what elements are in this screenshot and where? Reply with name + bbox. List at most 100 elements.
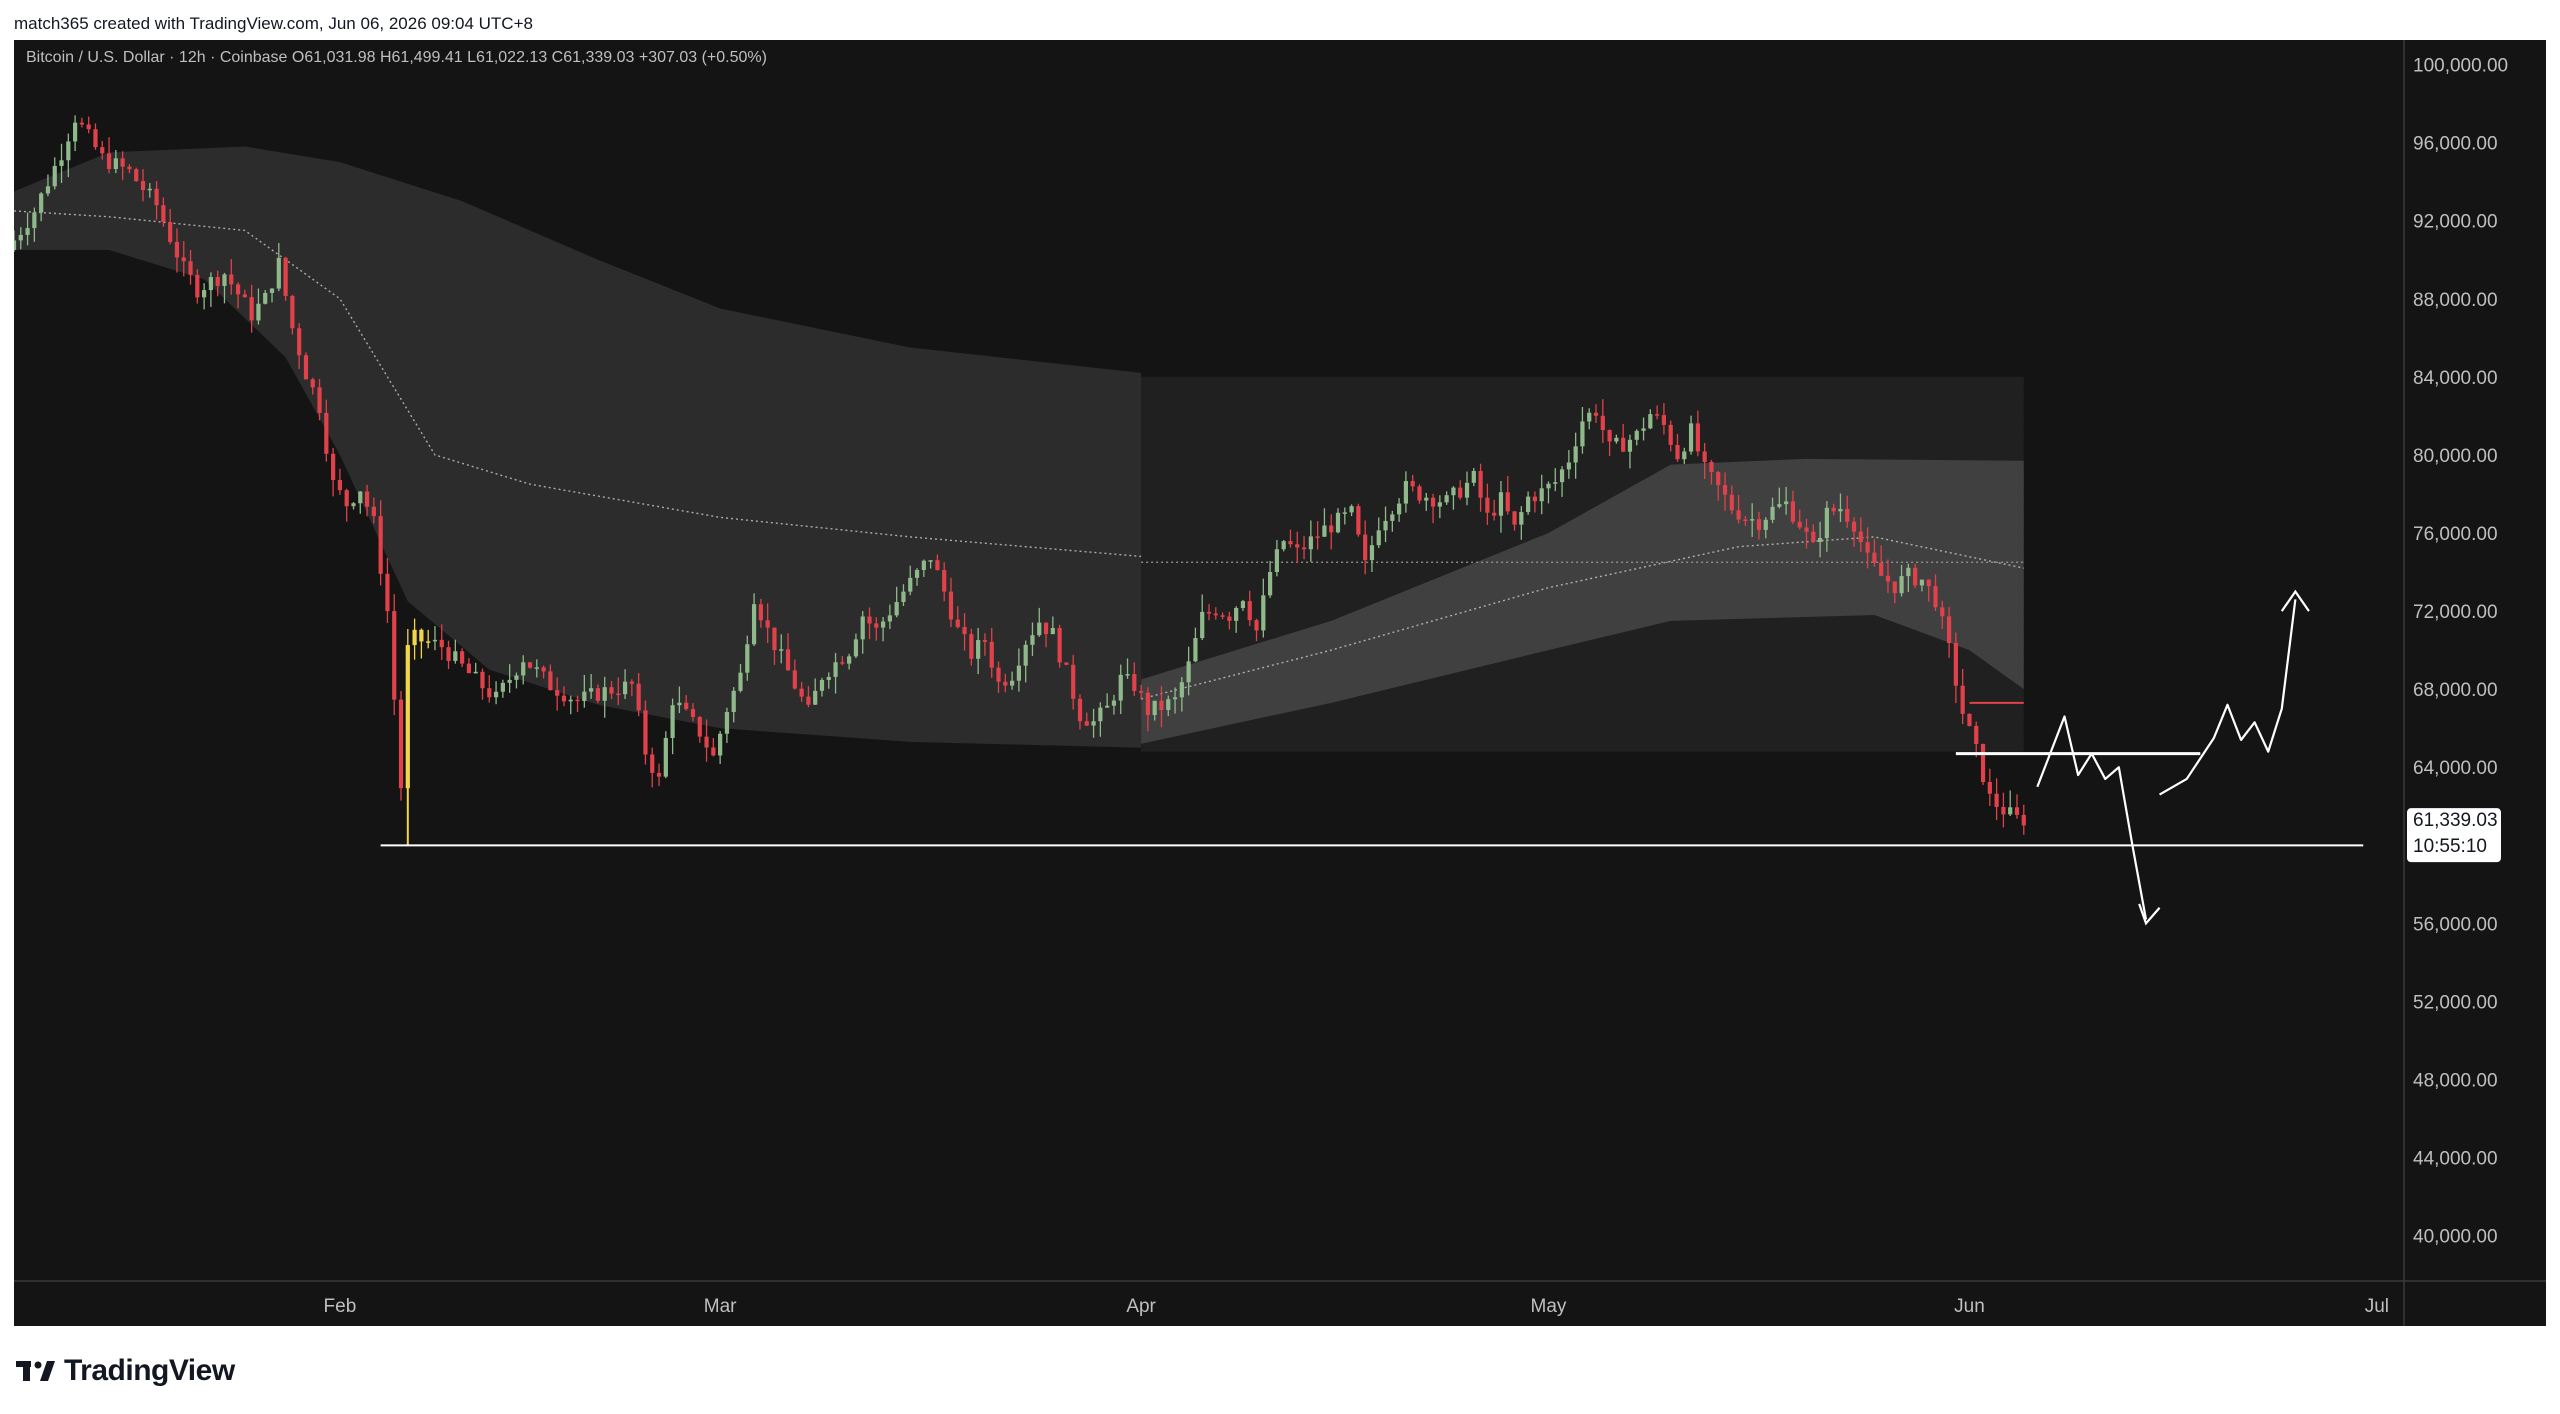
candle-body — [758, 604, 763, 621]
candle-body — [351, 503, 356, 507]
candlestick-series — [14, 115, 2026, 846]
candle-body — [1627, 439, 1633, 452]
candle-body — [337, 480, 343, 491]
time-tick-label: Jun — [1954, 1296, 1985, 1317]
candle-body — [154, 188, 159, 206]
candle-body — [1580, 421, 1585, 447]
candle-body — [1003, 681, 1008, 686]
candle-body — [1057, 628, 1062, 663]
candle-body — [799, 688, 804, 697]
chart-container[interactable]: Bitcoin / U.S. Dollar · 12h · Coinbase O… — [14, 40, 2546, 1326]
candle-body — [480, 671, 485, 689]
candle-body — [419, 629, 424, 642]
candle-body — [1539, 488, 1544, 502]
candle-body — [1980, 743, 1986, 782]
candle-body — [853, 639, 859, 657]
candle-body — [134, 169, 139, 182]
candle-body — [629, 681, 634, 684]
candle-body — [1498, 492, 1504, 516]
candle-body — [948, 591, 954, 620]
candle-body — [290, 295, 295, 329]
candle-body — [1865, 542, 1870, 553]
candle-body — [663, 737, 668, 777]
candle-body — [1410, 481, 1415, 487]
candle-body — [310, 379, 315, 388]
candle-body — [269, 288, 275, 293]
candle-body — [914, 569, 920, 578]
candle-body — [1804, 527, 1809, 532]
candle-body — [1417, 486, 1422, 501]
candle-body — [1138, 690, 1144, 693]
candle-body — [1926, 579, 1931, 587]
candle-body — [1274, 549, 1280, 573]
candle-body — [18, 234, 23, 241]
candle-body — [1743, 519, 1748, 522]
candle-body — [1159, 700, 1164, 710]
candle-body — [283, 257, 288, 296]
price-tick-label: 92,000.00 — [2413, 212, 2498, 233]
band-midline — [14, 210, 1142, 558]
candle-body — [1247, 601, 1252, 621]
candle-body — [1688, 423, 1694, 452]
candle-body — [487, 688, 492, 698]
price-chart-svg[interactable]: Bitcoin / U.S. Dollar · 12h · Coinbase O… — [14, 40, 2546, 1326]
price-tick-label: 96,000.00 — [2413, 134, 2498, 155]
candle-body — [1600, 415, 1605, 431]
chart-attribution: match365 created with TradingView.com, J… — [14, 14, 533, 33]
price-tick-label: 80,000.00 — [2413, 446, 2498, 467]
candle-body — [1974, 725, 1979, 744]
candle-body — [1430, 497, 1436, 507]
candle-body — [446, 647, 451, 661]
candle-body — [1105, 705, 1110, 708]
footer-brand[interactable]: TradingView — [16, 1351, 235, 1391]
candle-body — [120, 158, 125, 167]
candle-body — [840, 662, 845, 664]
candle-body — [697, 716, 702, 737]
candle-body — [493, 691, 499, 698]
candle-body — [1369, 545, 1375, 561]
candle-body — [1478, 470, 1483, 498]
volatility-bands — [14, 146, 2024, 748]
candle-body — [1254, 620, 1259, 631]
candle-body — [174, 241, 180, 258]
candle-body — [1519, 512, 1524, 525]
candle-body — [181, 257, 186, 262]
candle-body — [1919, 579, 1925, 586]
candle-body — [1756, 519, 1762, 530]
candle-body — [1308, 536, 1313, 550]
candle-body — [751, 604, 757, 645]
candle-body — [684, 702, 689, 710]
time-scale[interactable]: Feb Mar Apr May Jun Jul — [324, 1296, 2389, 1317]
candle-body — [833, 662, 838, 677]
candle-body — [806, 696, 811, 705]
candle-body — [969, 634, 974, 659]
candle-body — [1621, 437, 1626, 452]
candle-body — [650, 754, 655, 773]
candle-body — [140, 181, 146, 191]
last-price-label: 61,339.03 10:55:10 — [2407, 808, 2501, 863]
candle-body — [1118, 674, 1123, 701]
candle-body — [1037, 622, 1042, 636]
candle-body — [989, 641, 994, 668]
candle-body — [1655, 414, 1660, 416]
candle-body — [229, 274, 234, 285]
candle-body — [324, 412, 329, 454]
candle-body — [2014, 807, 2020, 815]
candle-body — [1763, 519, 1768, 530]
candle-body — [317, 387, 322, 413]
candle-body — [1899, 576, 1904, 594]
candle-body — [1750, 519, 1755, 521]
candle-body — [1077, 698, 1083, 722]
price-scale[interactable]: 100,000.00 96,000.00 92,000.00 88,000.00 84,… — [2413, 56, 2508, 1248]
candle-body — [188, 261, 193, 275]
candle-body — [602, 687, 607, 701]
arrow-head-up-icon — [2280, 589, 2310, 612]
candle-body — [1125, 674, 1130, 676]
candle-body — [1512, 511, 1517, 525]
candle-body — [86, 124, 91, 130]
candle-body — [14, 240, 17, 250]
candle-body — [1383, 520, 1388, 531]
tradingview-logo-icon — [16, 1361, 55, 1381]
candle-body — [704, 736, 709, 748]
candle-body — [1559, 469, 1565, 483]
